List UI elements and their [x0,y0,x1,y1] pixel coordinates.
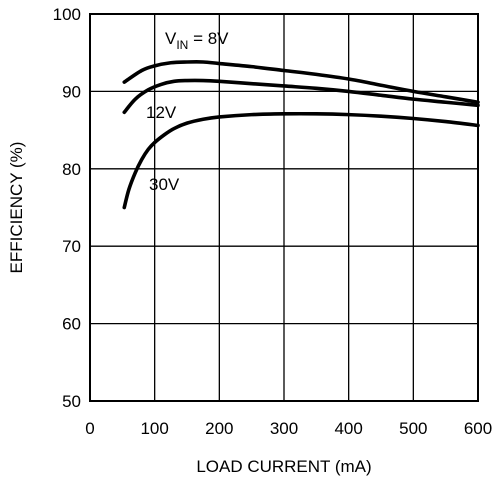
tick-labels: 0 100 200 300 400 500 600 50 60 70 80 90 100 [53,5,493,438]
series-line-12v [122,78,480,115]
x-tick-label: 400 [334,419,362,438]
series-line-vin-8v [122,60,480,105]
plot-frame [89,13,479,402]
x-tick-label: 0 [85,419,94,438]
series-label-vin-8v-main: V [165,29,177,48]
y-tick-label: 80 [62,160,81,179]
y-axis-label: EFFICIENCY (%) [7,142,26,274]
y-tick-label: 90 [62,82,81,101]
y-tick-label: 60 [62,315,81,334]
series-lines [122,60,480,210]
x-tick-label: 100 [140,419,168,438]
x-tick-label: 500 [399,419,427,438]
x-tick-label: 300 [270,419,298,438]
y-tick-label: 50 [62,392,81,411]
series-label-vin-8v: VIN = 8V [165,29,229,52]
series-line-30v [122,111,480,210]
x-axis-label: LOAD CURRENT (mA) [196,457,371,476]
y-tick-label: 70 [62,237,81,256]
x-tick-label: 200 [205,419,233,438]
series-label-vin-8v-rest: = 8V [188,29,229,48]
series-label-12v: 12V [146,103,177,122]
x-tick-label: 600 [464,419,492,438]
y-tick-label: 100 [53,5,81,24]
series-label-vin-8v-subscript: IN [176,38,188,52]
series-label-30v: 30V [149,175,180,194]
